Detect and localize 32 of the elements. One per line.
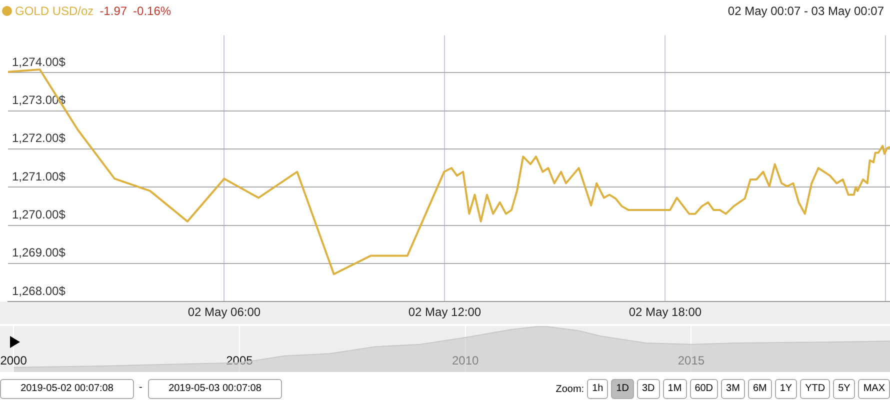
text: 2019-05-03 00:07:08 [148, 379, 282, 399]
text: Zoom: [556, 384, 584, 394]
y-tick-label: 1,270.00$ [12, 208, 66, 222]
text: 1M [662, 379, 687, 399]
text: 1D [611, 379, 634, 399]
x-tick-label: 2015 [678, 354, 705, 368]
text: YTD [800, 379, 830, 399]
x-tick-label: 2000 [0, 354, 28, 368]
legend-label: GOLD USD/oz [15, 4, 94, 18]
y-tick-label: 1,274.00$ [12, 54, 66, 69]
text: MAX [858, 379, 890, 399]
x-tick-label: 02 May 18:00 [628, 305, 702, 320]
text: 3M [721, 379, 745, 399]
x-tick-label: 02 May 06:00 [188, 305, 261, 320]
y-tick-label: 1,271.00$ [12, 169, 66, 184]
text: - [139, 382, 142, 393]
x-tick-label: 2010 [452, 354, 479, 368]
x-tick-label: 02 May 12:00 [408, 305, 482, 320]
text: -0.16% [133, 4, 172, 18]
text: 3D [636, 379, 660, 399]
text: 1h [587, 379, 608, 399]
text: 2019-05-02 00:07:08 [0, 379, 134, 399]
text: 5Y [833, 379, 856, 399]
text: 02 May 00:07 - 03 May 00:07 [728, 4, 884, 18]
text: 6M [748, 379, 772, 399]
y-tick-label: 1,268.00$ [12, 284, 66, 298]
text: 1Y [774, 379, 798, 399]
text: -1.97 [100, 4, 128, 18]
y-tick-label: 1,269.00$ [12, 246, 66, 260]
x-tick-label: 2005 [226, 354, 254, 368]
y-tick-label: 1,272.00$ [12, 131, 66, 146]
text: 60D [690, 379, 718, 399]
